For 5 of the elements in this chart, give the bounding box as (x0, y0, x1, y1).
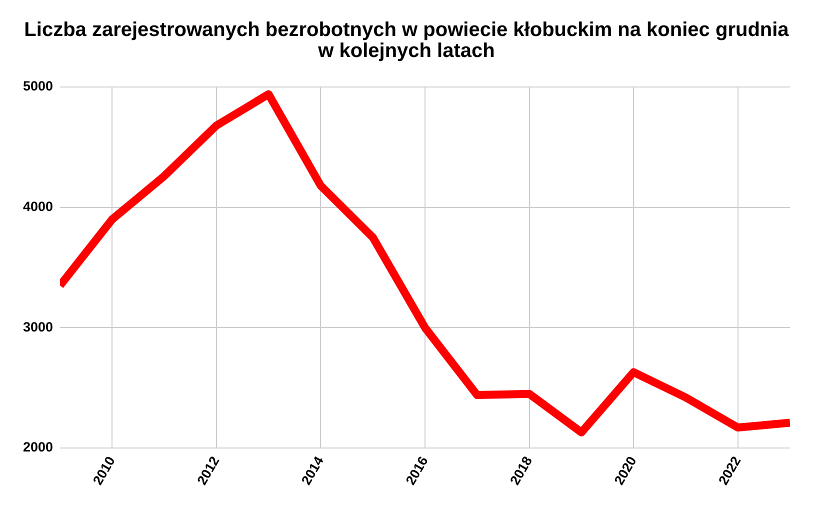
y-tick-label: 5000 (22, 78, 53, 94)
chart-title: Liczba zarejestrowanych bezrobotnych w powiecie kłobuckim na koniec grudnia w kolejnych latach (23, 19, 790, 62)
y-tick-label: 2000 (22, 440, 53, 455)
y-tick-label: 4000 (22, 199, 53, 214)
y-tick-label: 3000 (22, 319, 53, 334)
